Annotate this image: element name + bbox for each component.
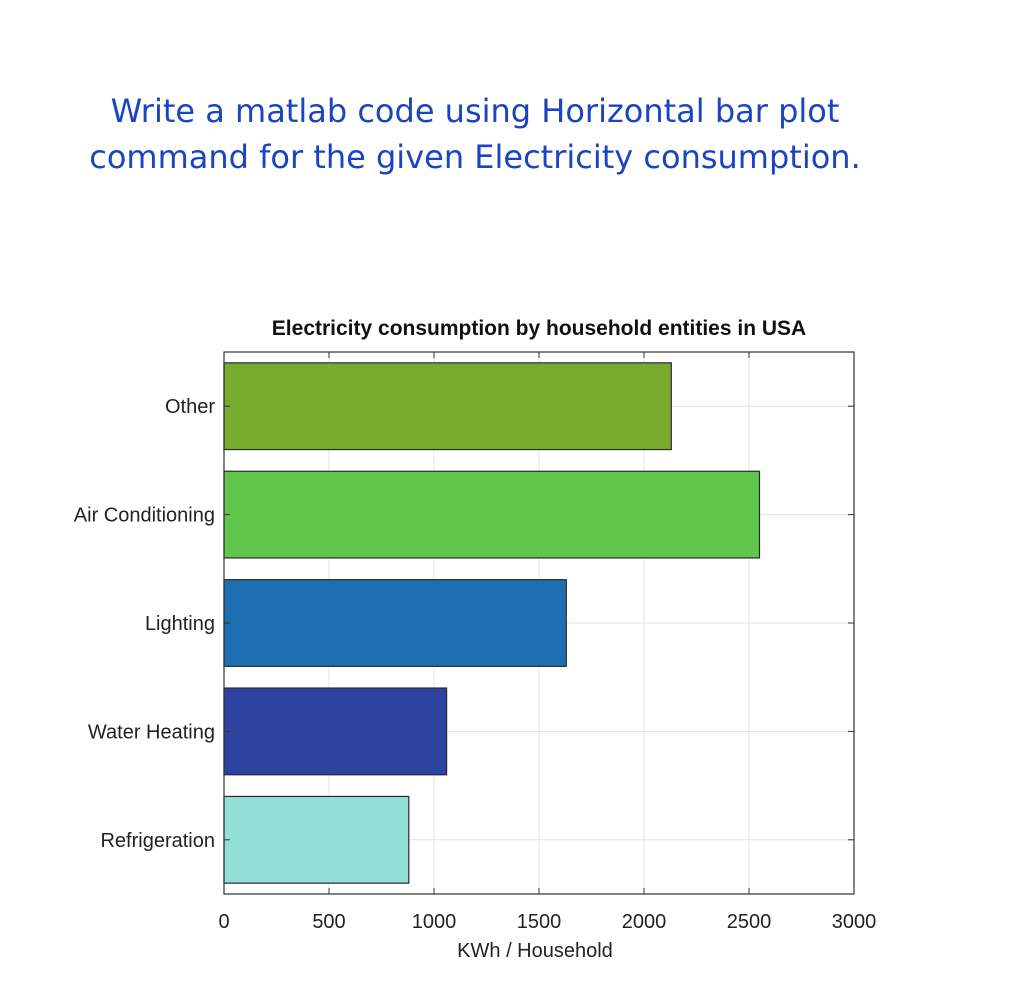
bar-air-conditioning: [223, 470, 761, 559]
x-tick-label: 1000: [412, 911, 457, 933]
y-tick-label: Air Conditioning: [74, 505, 215, 527]
x-tick-label: 2000: [622, 911, 667, 933]
question-text: Write a matlab code using Horizontal bar…: [0, 88, 950, 180]
axis-ticks: 0 500 1000 1500 2000 2500 3000 Refrigeration Wat…: [74, 352, 876, 933]
bar-refrigeration: [223, 795, 410, 884]
x-axis-label: KWh / Household: [457, 940, 613, 962]
x-tick-label: 3000: [832, 911, 877, 933]
y-tick-label: Lighting: [145, 613, 215, 635]
bar-water-heating: [223, 687, 448, 776]
question-line-2: command for the given Electricity consum…: [89, 138, 861, 176]
x-tick-label: 1500: [517, 911, 562, 933]
y-tick-label: Other: [165, 396, 215, 418]
y-tick-label: Water Heating: [88, 721, 215, 743]
question-line-1: Write a matlab code using Horizontal bar…: [110, 92, 840, 130]
chart-title: Electricity consumption by household ent…: [272, 317, 806, 340]
x-tick-label: 0: [218, 911, 229, 933]
x-tick-label: 2500: [727, 911, 772, 933]
y-tick-label: Refrigeration: [100, 830, 215, 852]
bars: [223, 362, 761, 884]
x-tick-label: 500: [312, 911, 345, 933]
bar-other: [223, 362, 672, 451]
bar-lighting: [223, 579, 567, 667]
